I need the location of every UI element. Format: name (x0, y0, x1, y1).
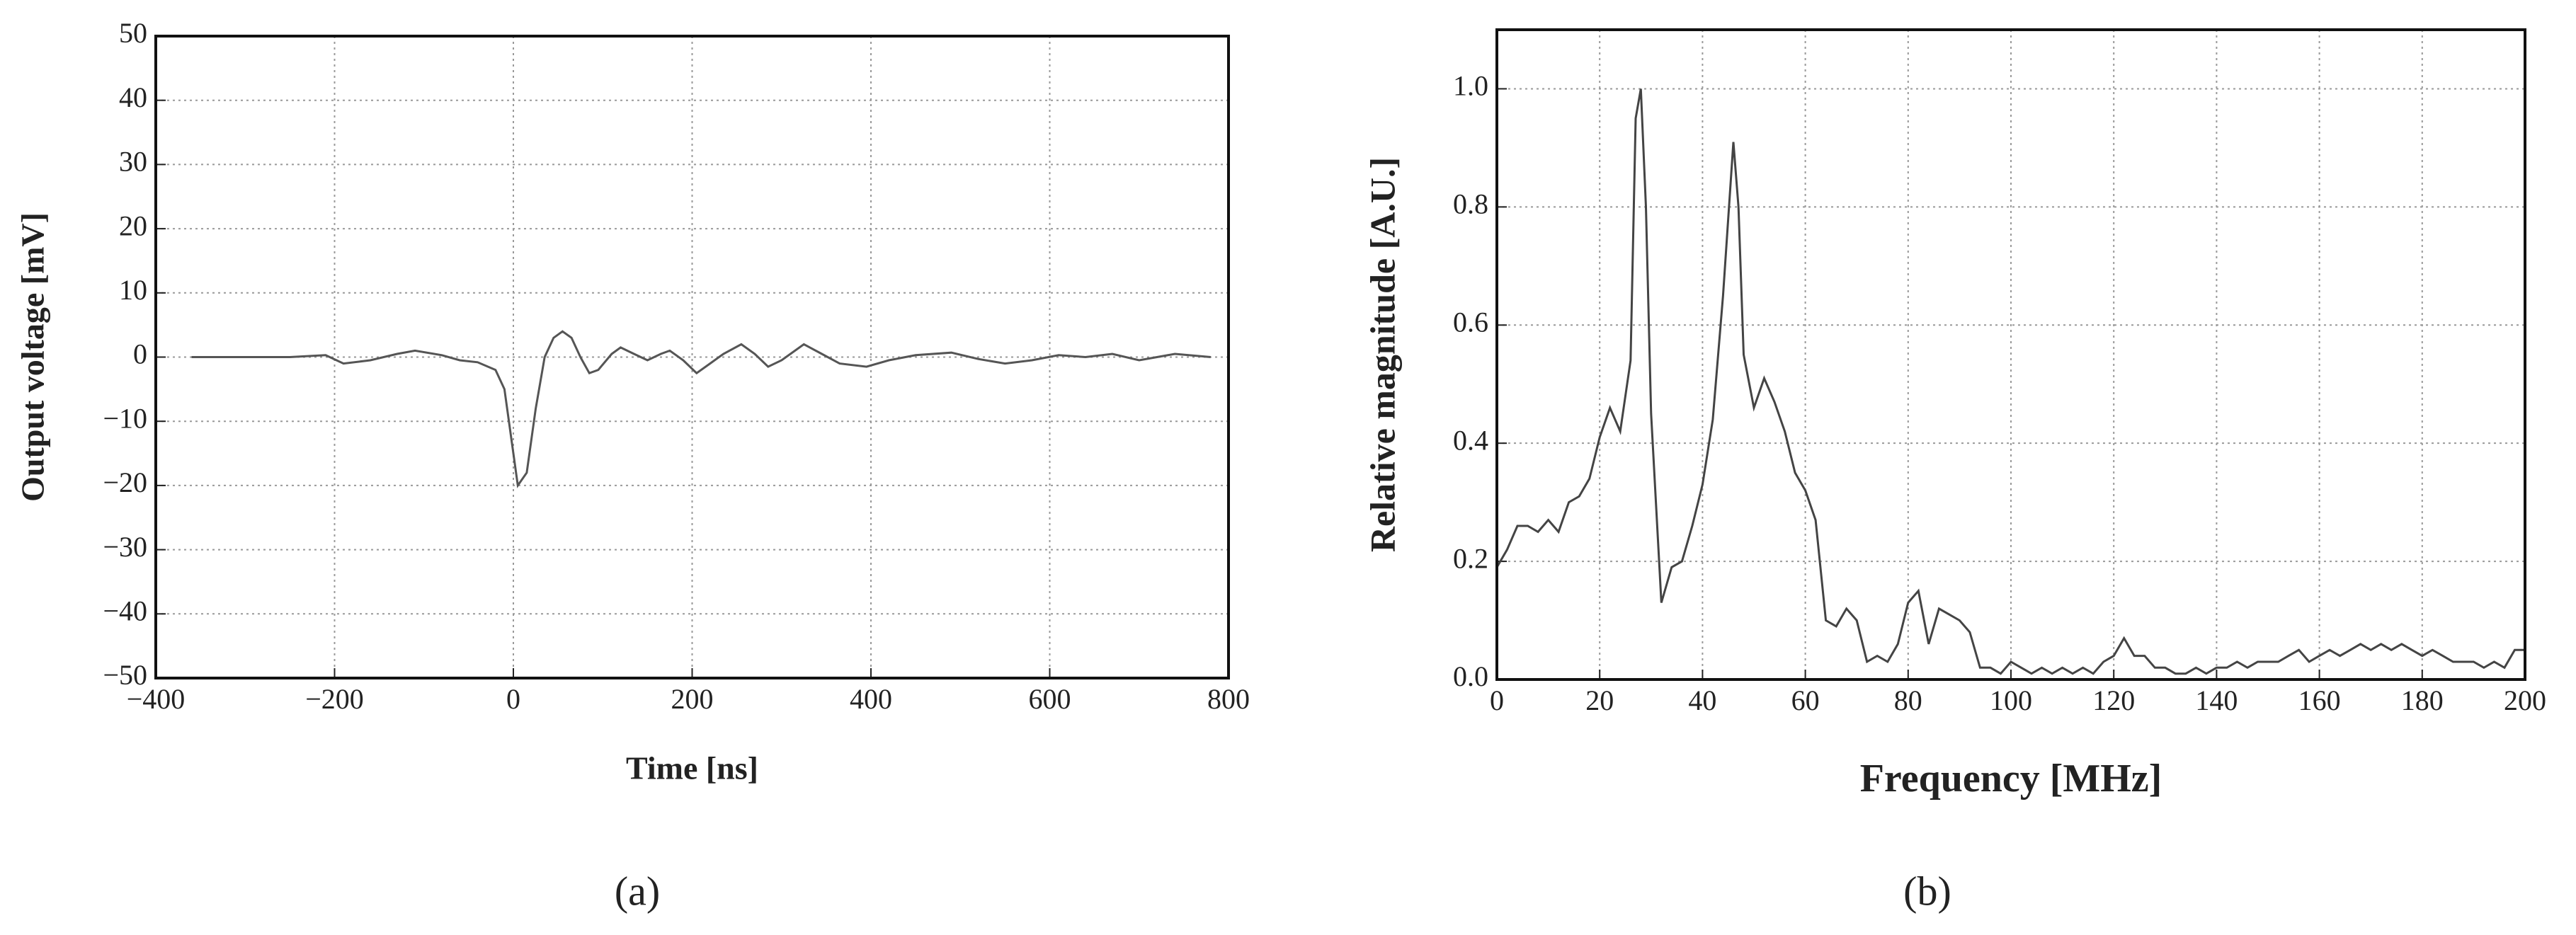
y-tick-label: 0.4 (1453, 424, 1488, 456)
plot-frame (154, 35, 1230, 679)
y-tick-label: 1.0 (1453, 70, 1488, 102)
y-tick-label: −20 (103, 466, 147, 498)
x-tick-label: 40 (1688, 684, 1716, 716)
y-tick-label: −40 (103, 595, 147, 626)
x-tick-label: 120 (2092, 684, 2135, 716)
x-tick-label: 140 (2195, 684, 2238, 716)
x-tick-label: 20 (1585, 684, 1614, 716)
y-tick-label: 0.8 (1453, 188, 1488, 220)
plot-frame (1495, 28, 2526, 681)
y-axis-label: Output voltage [mV] (15, 212, 51, 502)
x-tick-label: 80 (1894, 684, 1922, 716)
y-tick-label: −10 (103, 402, 147, 434)
y-tick-label: 50 (119, 17, 147, 49)
x-tick-label: 200 (2504, 684, 2546, 716)
y-tick-label: −50 (103, 659, 147, 691)
x-tick-label: 0 (506, 683, 520, 715)
y-tick-label: 30 (119, 146, 147, 178)
x-axis-label: Frequency [MHz] (1860, 757, 2162, 801)
data-line (191, 330, 1211, 488)
y-tick-label: 0.0 (1453, 660, 1488, 692)
y-tick-label: −30 (103, 531, 147, 563)
x-tick-label: 800 (1207, 683, 1250, 715)
y-tick-label: 0.6 (1453, 306, 1488, 338)
x-tick-label: 0 (1490, 684, 1504, 716)
x-tick-label: 400 (850, 683, 892, 715)
x-tick-label: 200 (671, 683, 714, 715)
y-tick-label: 0.2 (1453, 542, 1488, 574)
x-tick-label: 100 (1990, 684, 2032, 716)
x-tick-label: 180 (2401, 684, 2444, 716)
x-tick-label: 160 (2298, 684, 2341, 716)
caption: (b) (1903, 868, 1951, 914)
x-tick-label: −400 (127, 683, 186, 715)
y-tick-label: 40 (119, 81, 147, 113)
y-axis-label: Relative magnitude [A.U.] (1362, 157, 1402, 552)
x-tick-label: 60 (1791, 684, 1820, 716)
data-line (1495, 88, 2525, 675)
y-tick-label: 20 (119, 210, 147, 241)
y-tick-label: 0 (133, 338, 147, 370)
x-axis-label: Time [ns] (626, 750, 758, 786)
x-tick-label: 600 (1029, 683, 1071, 715)
y-tick-label: 10 (119, 274, 147, 306)
x-tick-label: −200 (305, 683, 364, 715)
caption: (a) (615, 868, 660, 914)
